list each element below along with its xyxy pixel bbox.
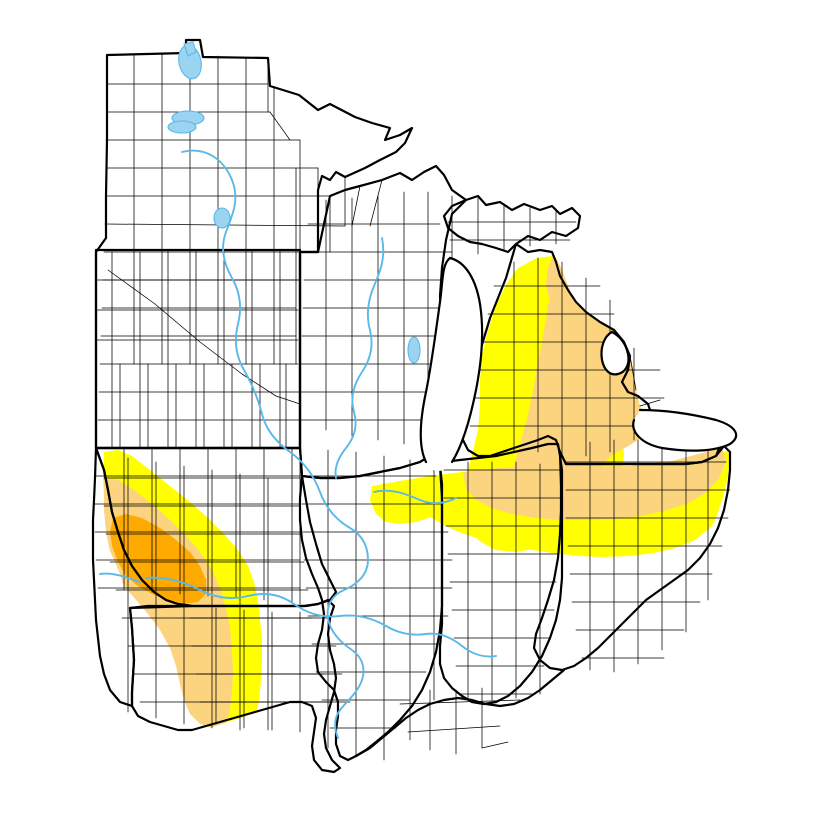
drought-area-kansas-core — [110, 514, 206, 604]
wisconsin-river — [334, 237, 385, 479]
kansas-river — [99, 572, 141, 583]
saginaw-bay — [601, 332, 629, 375]
lower-red-lake — [167, 120, 197, 134]
drought-area-illinois-hook — [370, 478, 452, 524]
state-borders — [91, 38, 732, 774]
water-features — [99, 41, 497, 739]
lake-shorelines — [419, 256, 738, 464]
lake-of-the-woods-arm — [183, 41, 197, 57]
lake-erie — [633, 410, 737, 451]
wabash-river — [373, 489, 457, 505]
drought-area-missouri-sliver — [231, 614, 258, 726]
missouri-river — [145, 576, 427, 636]
lake-winnebago — [407, 336, 421, 364]
great-lakes — [420, 258, 737, 471]
mississippi-river — [181, 149, 369, 739]
drought-overlay-group — [103, 255, 730, 730]
map-title: U.S. Drought Monitor — Midwest — [0, 0, 1, 1]
lake-michigan — [420, 258, 483, 471]
ohio-river — [425, 632, 497, 658]
mille-lacs-lake — [213, 207, 231, 229]
